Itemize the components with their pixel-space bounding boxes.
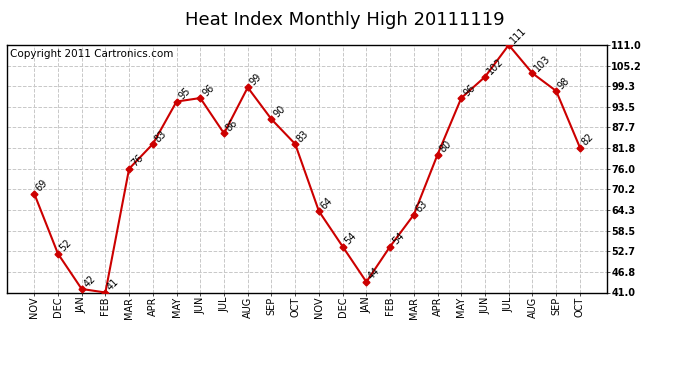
Text: Copyright 2011 Cartronics.com: Copyright 2011 Cartronics.com — [10, 49, 173, 59]
Text: 41: 41 — [106, 277, 121, 292]
Text: 69: 69 — [34, 178, 50, 194]
Text: Heat Index Monthly High 20111119: Heat Index Monthly High 20111119 — [185, 11, 505, 29]
Text: 103: 103 — [533, 53, 553, 73]
Text: 96: 96 — [200, 82, 216, 98]
Text: 83: 83 — [152, 128, 168, 144]
Text: 44: 44 — [366, 266, 382, 282]
Text: 54: 54 — [390, 231, 406, 246]
Text: 95: 95 — [177, 86, 193, 102]
Text: 86: 86 — [224, 118, 239, 134]
Text: 83: 83 — [295, 128, 311, 144]
Text: 102: 102 — [485, 57, 505, 77]
Text: 52: 52 — [58, 238, 74, 254]
Text: 90: 90 — [271, 104, 287, 119]
Text: 54: 54 — [343, 231, 359, 246]
Text: 64: 64 — [319, 195, 335, 211]
Text: 82: 82 — [580, 132, 595, 147]
Text: 63: 63 — [414, 199, 430, 215]
Text: 76: 76 — [129, 153, 145, 169]
Text: 98: 98 — [556, 75, 572, 91]
Text: 96: 96 — [462, 82, 477, 98]
Text: 111: 111 — [509, 25, 529, 45]
Text: 80: 80 — [437, 139, 453, 154]
Text: 42: 42 — [81, 273, 97, 289]
Text: 99: 99 — [248, 72, 264, 87]
